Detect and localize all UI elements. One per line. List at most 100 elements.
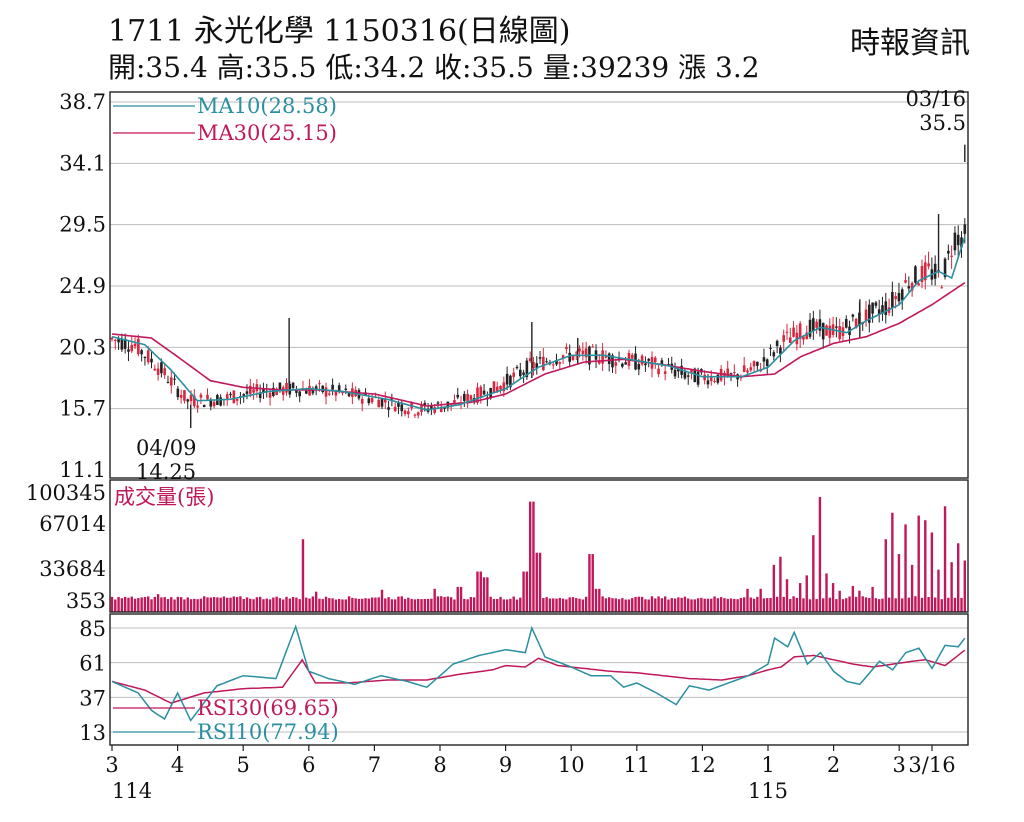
volume-bar <box>140 597 143 612</box>
volume-bar <box>143 596 147 612</box>
volume-bar <box>189 599 193 612</box>
volume-bar <box>808 599 812 612</box>
candle-body <box>591 346 595 348</box>
volume-bar <box>380 589 384 612</box>
candle-body <box>871 302 874 314</box>
volume-bar <box>719 597 723 612</box>
ma10-line <box>111 236 966 411</box>
rsi10-line <box>111 624 966 722</box>
candle-body <box>453 400 456 405</box>
volume-bar <box>696 598 700 612</box>
volume-bar <box>509 598 512 612</box>
candle-body <box>923 262 927 281</box>
candle-body <box>726 368 730 378</box>
candle-body <box>673 369 677 377</box>
volume-bar <box>756 596 759 612</box>
volume-bar <box>456 586 459 612</box>
volume-bar <box>463 598 466 612</box>
volume-bar <box>120 598 124 612</box>
candle-body <box>344 388 348 390</box>
candle-body <box>752 361 756 367</box>
volume-bar <box>627 599 631 612</box>
candle-body <box>660 360 664 366</box>
last-value-annotation: 35.5 <box>919 111 966 135</box>
volume-bar <box>173 599 176 612</box>
price-tick-label: 15.7 <box>59 397 106 421</box>
candle-body <box>706 380 710 385</box>
candle-body <box>133 343 137 347</box>
volume-bar <box>482 577 486 612</box>
volume-bar <box>179 597 183 612</box>
candle-body <box>117 338 120 343</box>
volume-bar <box>522 571 525 612</box>
candle-body <box>825 325 828 336</box>
candle-body <box>137 338 140 355</box>
volume-bar <box>818 496 822 612</box>
candle-body <box>677 368 680 372</box>
candle-body <box>792 327 795 337</box>
volume-bar <box>940 599 943 612</box>
volume-bar <box>137 598 140 612</box>
volume-bar <box>163 597 166 612</box>
volume-bar <box>272 597 275 612</box>
candle-body <box>647 358 651 361</box>
candle-body <box>232 390 236 404</box>
candle-body <box>891 291 894 308</box>
candle-body <box>663 371 667 375</box>
volume-bar <box>914 596 917 612</box>
candle-body <box>947 250 950 254</box>
candle-body <box>130 344 134 352</box>
candle-body <box>551 364 555 366</box>
candle-body <box>729 373 733 375</box>
volume-bar <box>430 598 433 612</box>
volume-bar <box>657 596 660 612</box>
volume-bar <box>792 596 795 612</box>
volume-bar <box>308 598 311 612</box>
volume-bar <box>219 597 222 612</box>
candle-body <box>324 387 328 397</box>
volume-bar <box>924 520 927 612</box>
volume-bar <box>423 598 427 612</box>
x-tick-label: 4 <box>171 753 184 777</box>
volume-bar <box>262 599 265 612</box>
volume-bar <box>746 588 749 612</box>
volume-bar <box>196 599 199 612</box>
candle-body <box>127 349 130 352</box>
candle-body <box>683 372 687 379</box>
candle-body <box>746 370 749 373</box>
data-source-label: 時報資訊 <box>850 26 970 61</box>
candle-body <box>186 399 190 402</box>
volume-bar <box>417 598 420 612</box>
candle-body <box>153 368 157 371</box>
candle-body <box>219 397 222 406</box>
volume-bar <box>742 597 746 612</box>
volume-bar <box>446 596 450 612</box>
candle-body <box>433 407 436 413</box>
candle-body <box>456 394 460 398</box>
volume-bar <box>193 598 196 612</box>
candle-body <box>535 363 539 368</box>
panel-frames <box>109 91 969 751</box>
volume-bar <box>594 588 598 612</box>
volume-bar <box>147 596 150 612</box>
volume-bar <box>887 597 891 612</box>
candle-body <box>881 305 884 314</box>
candle-body <box>607 353 611 364</box>
candle-body <box>851 314 855 317</box>
volume-bar <box>242 598 245 612</box>
candle-body <box>578 348 581 352</box>
volume-bar <box>199 598 203 612</box>
candle-body <box>328 393 331 395</box>
candle-body <box>716 374 720 383</box>
volume-bar <box>673 598 677 612</box>
candle-body <box>189 394 193 402</box>
volume-bar <box>947 597 950 612</box>
candle-body <box>291 382 295 388</box>
volume-bar <box>660 598 664 612</box>
panel-frame <box>109 479 969 613</box>
volume-bar <box>532 501 535 612</box>
candle-body <box>209 399 213 407</box>
candle-body <box>272 387 275 396</box>
candle-body <box>910 283 914 291</box>
candle-body <box>574 352 578 354</box>
